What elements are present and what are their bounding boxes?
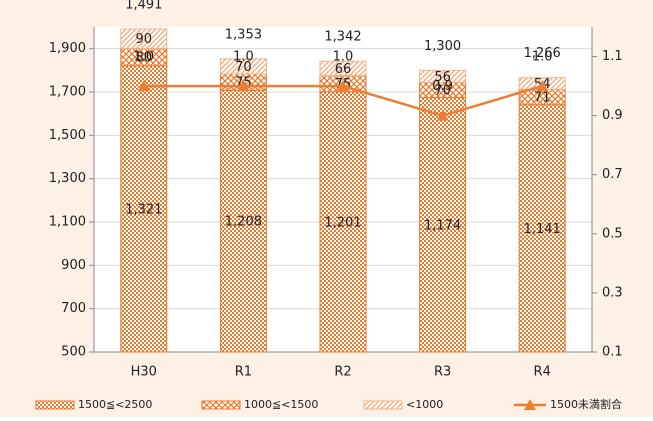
total-label: 1,300: [424, 39, 461, 54]
total-label: 1,353: [225, 27, 262, 42]
legend-marker: [524, 399, 536, 410]
y-tick-label: 1,300: [49, 171, 86, 186]
line-label: 1.0: [532, 50, 553, 65]
line-marker: [536, 80, 549, 92]
legend-label: <1000: [406, 398, 443, 411]
line-label: 1.0: [133, 50, 154, 65]
line-marker: [137, 80, 150, 92]
data-label: 71: [534, 91, 551, 106]
bar-segment: [518, 104, 566, 353]
y-tick-label: 500: [61, 345, 86, 360]
y-tick-label: 900: [61, 258, 86, 273]
data-label: 66: [335, 62, 352, 77]
data-label: 56: [434, 70, 451, 85]
total-label: 1,266: [524, 46, 561, 61]
line-marker: [237, 80, 250, 92]
data-label: 80: [136, 51, 153, 66]
line-label: 1.0: [333, 50, 354, 65]
line-marker: [436, 109, 449, 121]
bar-segment: [219, 58, 267, 75]
legend-swatch: [35, 400, 75, 410]
legend-label: 1500≦<2500: [78, 398, 152, 411]
data-label: 1,174: [424, 218, 461, 233]
data-label: 90: [136, 32, 153, 47]
y-tick-label: 1,700: [49, 85, 86, 100]
x-tick-label: R1: [235, 365, 252, 380]
data-label: 70: [235, 60, 252, 75]
y2-tick-label: 1.1: [602, 49, 623, 64]
line-marker: [337, 80, 349, 92]
line-label: 1.0: [233, 50, 254, 65]
bar-segment: [319, 91, 367, 353]
total-label: 1,491: [125, 0, 162, 12]
y2-tick-label: 0.1: [602, 345, 623, 360]
y2-tick-label: 0.9: [602, 108, 623, 123]
y-tick-label: 700: [61, 301, 86, 316]
legend-label: 1000≦<1500: [244, 398, 318, 411]
y-tick-label: 1,900: [49, 41, 86, 56]
bar-segment: [419, 97, 467, 353]
data-label: 70: [434, 84, 451, 99]
y2-tick-label: 0.5: [602, 226, 623, 241]
data-label: 1,141: [524, 222, 561, 237]
x-tick-label: H30: [131, 365, 157, 380]
y2-tick-label: 0.7: [602, 167, 623, 182]
x-tick-label: R4: [534, 365, 551, 380]
bar-segment: [319, 60, 367, 77]
x-tick-label: R2: [334, 365, 351, 380]
legend-label: 1500未満割合: [550, 397, 622, 411]
y-tick-label: 1,100: [49, 215, 86, 230]
y2-tick-label: 0.3: [602, 285, 623, 300]
bar-segment: [120, 65, 168, 353]
data-label: 1,208: [225, 215, 262, 230]
data-label: 1,321: [125, 202, 162, 217]
x-tick-label: R3: [434, 365, 451, 380]
line-label: 0.9: [432, 79, 453, 94]
y-tick-label: 1,500: [49, 128, 86, 143]
legend-swatch: [201, 400, 241, 410]
legend-swatch: [363, 400, 403, 410]
total-label: 1,342: [324, 30, 361, 45]
bar-segment: [120, 28, 168, 49]
bar-segment: [419, 69, 467, 83]
data-label: 1,201: [324, 215, 361, 230]
